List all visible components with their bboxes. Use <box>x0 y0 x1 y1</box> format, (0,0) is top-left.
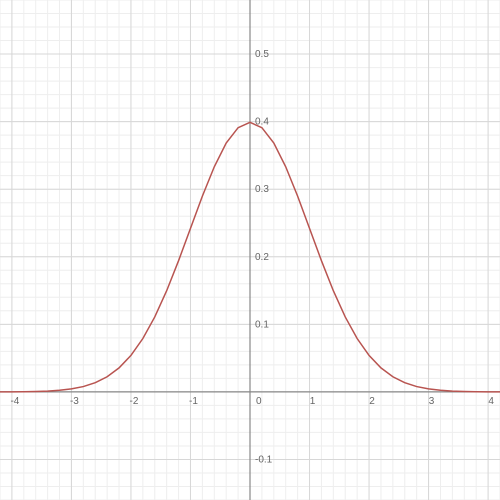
x-tick-label: -2 <box>129 396 138 407</box>
x-tick-label: 0 <box>256 396 262 407</box>
x-tick-label: 4 <box>488 396 494 407</box>
x-tick-label: -4 <box>10 396 19 407</box>
y-tick-label: 0.3 <box>255 184 269 195</box>
y-tick-label: -0.1 <box>255 454 273 465</box>
y-tick-label: 0.2 <box>255 252 269 263</box>
y-tick-label: 0.4 <box>255 117 269 128</box>
x-tick-label: 2 <box>369 396 375 407</box>
x-tick-label: 1 <box>310 396 316 407</box>
x-tick-label: -3 <box>70 396 79 407</box>
chart-container: -4 -3 -2 -1 0 1 2 3 4 -0.1 0.1 0.2 0.3 0.4 0.5 <box>0 0 500 500</box>
x-tick-label: -1 <box>189 396 198 407</box>
normal-distribution-chart: -4 -3 -2 -1 0 1 2 3 4 -0.1 0.1 0.2 0.3 0.4 0.5 <box>0 0 500 500</box>
y-tick-label: 0.5 <box>255 49 269 60</box>
y-tick-label: 0.1 <box>255 319 269 330</box>
x-tick-label: 3 <box>429 396 435 407</box>
